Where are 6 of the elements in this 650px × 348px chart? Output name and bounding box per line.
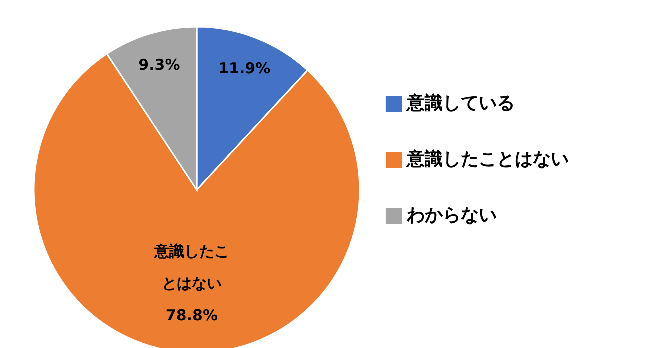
legend-label: わからない (406, 205, 497, 226)
data-label: 11.9% (218, 60, 271, 78)
data-label: 意識したことはない 78.8% (153, 242, 230, 325)
legend-label: 意識したことはない (406, 149, 569, 170)
legend-label: 意識している (406, 93, 515, 114)
data-label: 9.3% (138, 56, 180, 74)
